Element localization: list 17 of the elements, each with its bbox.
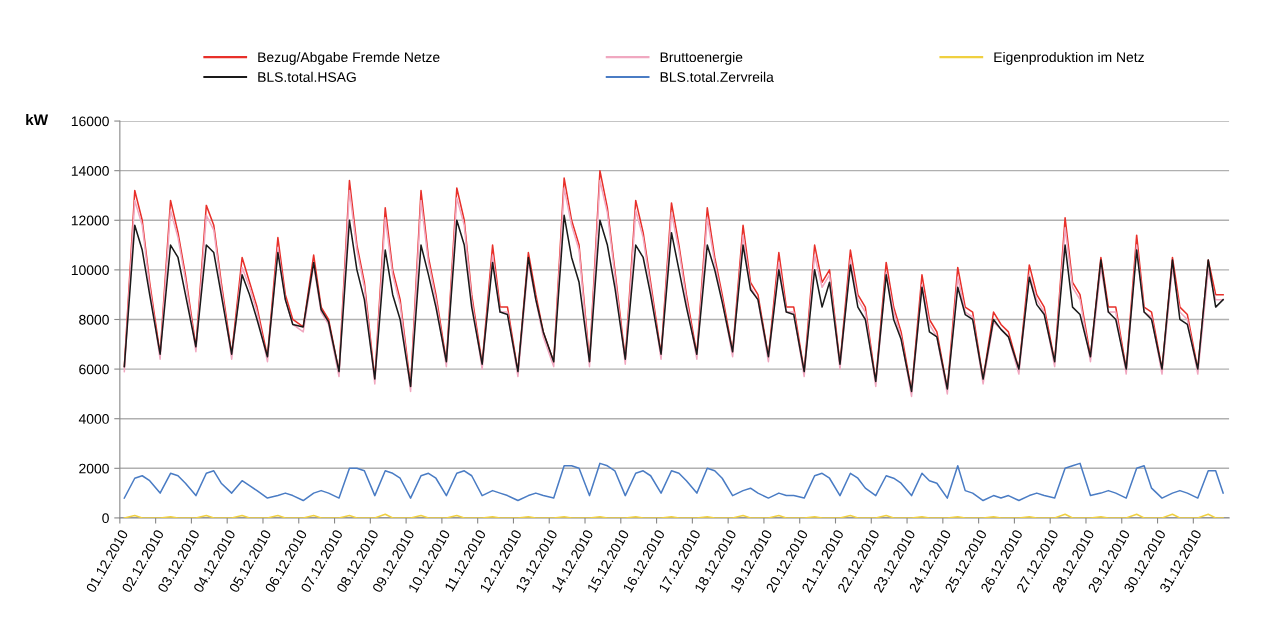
y-tick-label: 4000 <box>78 414 109 424</box>
y-tick-label: 12000 <box>71 215 109 226</box>
y-tick-label: 10000 <box>71 265 109 276</box>
y-axis-title: kW <box>26 113 49 126</box>
legend-label: Bruttoenergie <box>660 51 743 65</box>
line-series <box>123 462 1224 502</box>
legend-label: BLS.total.Zervreila <box>660 71 774 82</box>
legend-label: Bezug/Abgabe Fremde Netze <box>258 51 440 65</box>
y-tick-label: 2000 <box>79 463 109 474</box>
legend-label: Eigenproduktion im Netz <box>994 51 1144 65</box>
y-tick-label: 6000 <box>79 364 109 375</box>
y-tick-label: 16000 <box>71 116 109 127</box>
line-series <box>123 214 1224 393</box>
y-tick-label: 8000 <box>79 314 109 325</box>
y-tick-label: 14000 <box>71 166 109 176</box>
y-tick-label: 0 <box>102 513 109 524</box>
legend-label: BLS.total.HSAG <box>258 71 356 82</box>
